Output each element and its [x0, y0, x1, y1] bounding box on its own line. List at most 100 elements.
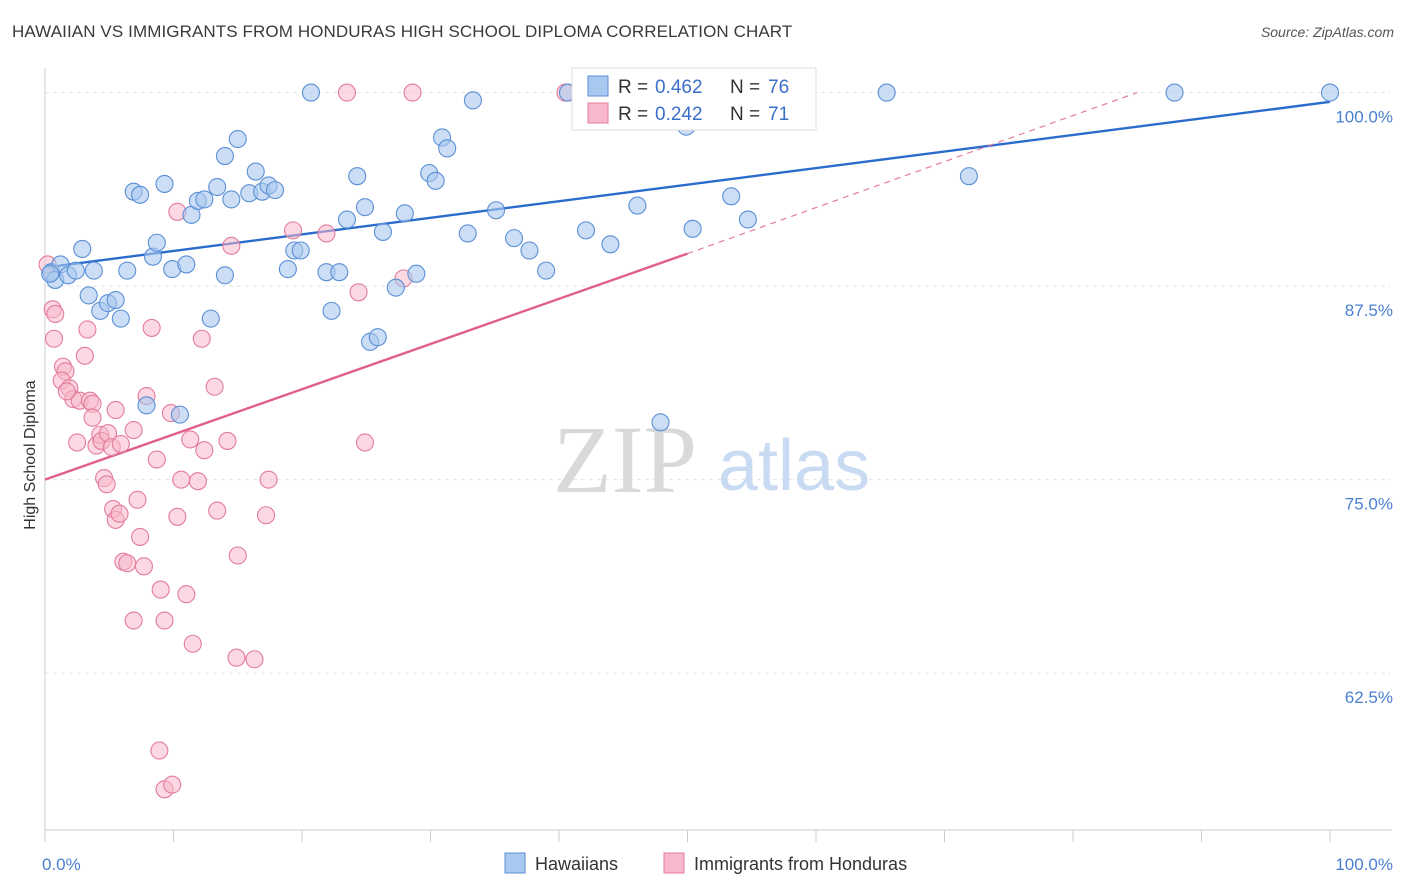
- point-hawaiians: [628, 196, 647, 215]
- legend-n-value-hawaiians: 76: [768, 77, 789, 98]
- legend: R = 0.462 N = 76 R = 0.242 N = 71: [571, 67, 817, 131]
- point-hawaiians: [106, 290, 125, 310]
- point-hawaiians: [486, 201, 506, 220]
- point-honduras: [349, 283, 368, 302]
- point-honduras: [150, 741, 169, 760]
- point-honduras: [227, 648, 246, 667]
- point-honduras: [97, 475, 116, 494]
- watermark-atlas: atlas: [718, 426, 870, 506]
- y-tick-labels: 62.5% 75.0% 87.5% 100.0%: [1335, 108, 1393, 708]
- legend-n-value-honduras: 71: [768, 104, 789, 125]
- point-honduras: [195, 441, 214, 460]
- point-hawaiians: [504, 229, 524, 248]
- point-honduras: [218, 431, 237, 450]
- trend-lines: [44, 92, 1331, 481]
- y-tick-label: 100.0%: [1335, 108, 1393, 127]
- point-honduras: [111, 434, 130, 454]
- source-label: Source: ZipAtlas.com: [1260, 24, 1394, 40]
- y-axis-label: High School Diploma: [22, 380, 39, 530]
- point-honduras: [188, 472, 207, 491]
- point-honduras: [228, 546, 247, 565]
- point-hawaiians: [601, 235, 620, 254]
- point-hawaiians: [41, 264, 60, 283]
- point-hawaiians: [195, 190, 214, 209]
- legend-swatch-honduras: [587, 102, 609, 124]
- point-honduras: [118, 554, 137, 573]
- point-honduras: [177, 585, 196, 604]
- series-hawaiians: [41, 83, 1340, 432]
- point-honduras: [283, 221, 303, 240]
- y-tick-label: 75.0%: [1345, 495, 1393, 514]
- point-hawaiians: [576, 221, 596, 240]
- point-honduras: [355, 433, 375, 452]
- point-hawaiians: [118, 261, 137, 280]
- point-honduras: [205, 377, 224, 396]
- point-hawaiians: [348, 167, 367, 186]
- point-honduras: [106, 400, 125, 420]
- point-honduras: [208, 501, 227, 520]
- x-tick-label-max: 100.0%: [1335, 855, 1393, 874]
- point-hawaiians: [877, 83, 896, 102]
- point-honduras: [256, 506, 276, 525]
- point-honduras: [403, 83, 422, 102]
- point-hawaiians: [738, 210, 757, 229]
- point-hawaiians: [111, 309, 130, 328]
- point-honduras: [163, 775, 182, 794]
- point-hawaiians: [222, 190, 241, 209]
- trendline-hawaiians: [44, 100, 1331, 269]
- bottom-legend: Hawaiians Immigrants from Honduras: [504, 852, 907, 874]
- legend-swatch-hawaiians: [587, 75, 609, 97]
- point-honduras: [259, 470, 278, 489]
- chart-title: HAWAIIAN VS IMMIGRANTS FROM HONDURAS HIG…: [12, 22, 793, 41]
- point-honduras: [181, 430, 200, 449]
- point-honduras: [337, 83, 357, 102]
- point-honduras: [128, 490, 147, 509]
- point-honduras: [172, 470, 191, 489]
- x-tick-labels: 0.0% 100.0%: [42, 855, 1393, 874]
- watermark: ZIP atlas: [553, 406, 870, 513]
- point-honduras: [155, 611, 174, 630]
- point-hawaiians: [265, 181, 285, 200]
- watermark-zip: ZIP: [553, 406, 697, 513]
- legend-box: [571, 67, 817, 131]
- point-honduras: [46, 304, 65, 324]
- point-hawaiians: [170, 405, 189, 424]
- point-honduras: [44, 329, 64, 348]
- bottom-legend-label-honduras: Immigrants from Honduras: [694, 854, 907, 874]
- point-hawaiians: [373, 222, 393, 241]
- bottom-legend-swatch-hawaiians: [504, 852, 526, 874]
- point-hawaiians: [520, 241, 539, 260]
- point-hawaiians: [355, 198, 375, 217]
- series-immigrants-from-honduras: [38, 83, 575, 799]
- point-hawaiians: [73, 239, 92, 259]
- legend-r-value-honduras: 0.242: [655, 104, 703, 125]
- point-honduras: [124, 611, 143, 630]
- point-hawaiians: [228, 129, 247, 149]
- legend-r-value-hawaiians: 0.462: [655, 77, 703, 98]
- legend-n-label-hawaiians: N =: [730, 77, 760, 98]
- point-honduras: [83, 408, 102, 427]
- point-honduras: [168, 507, 187, 526]
- point-honduras: [68, 433, 87, 452]
- point-hawaiians: [395, 204, 414, 223]
- point-honduras: [124, 421, 143, 440]
- point-hawaiians: [215, 266, 234, 285]
- point-honduras: [222, 236, 241, 255]
- point-hawaiians: [337, 210, 357, 229]
- point-honduras: [75, 346, 94, 365]
- legend-n-label-honduras: N =: [730, 104, 760, 125]
- point-hawaiians: [458, 224, 477, 243]
- point-hawaiians: [208, 177, 227, 197]
- trendline-honduras-extension: [687, 92, 1138, 255]
- point-hawaiians: [651, 413, 670, 432]
- y-tick-label: 62.5%: [1345, 688, 1393, 707]
- point-hawaiians: [386, 278, 405, 297]
- point-hawaiians: [463, 91, 482, 110]
- point-hawaiians: [407, 264, 426, 283]
- legend-r-label-honduras: R =: [618, 104, 648, 125]
- point-hawaiians: [84, 261, 103, 280]
- point-hawaiians: [1320, 83, 1340, 102]
- trendline-honduras: [44, 252, 688, 481]
- x-tick-label-min: 0.0%: [42, 855, 81, 874]
